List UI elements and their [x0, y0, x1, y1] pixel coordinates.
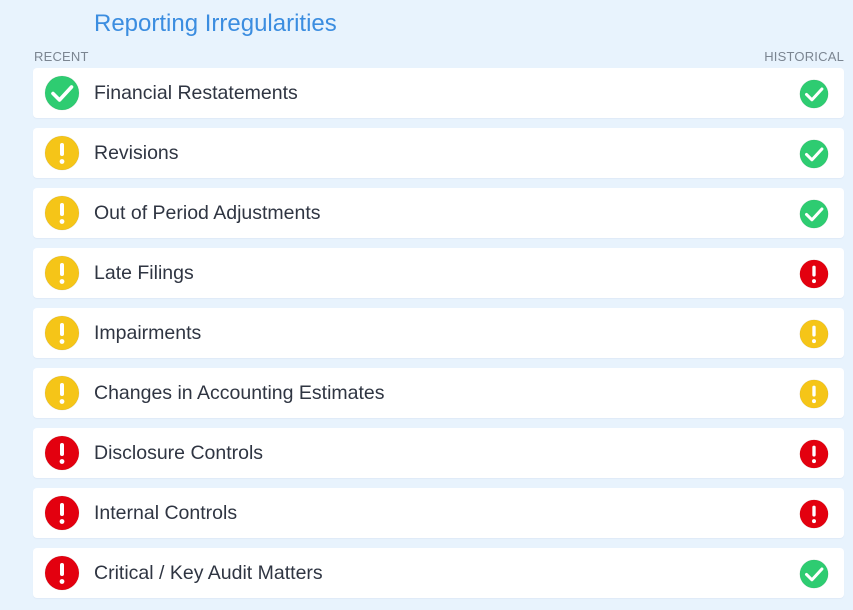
recent-column-label: RECENT: [34, 49, 89, 64]
irregularity-row-8: Internal Controls: [33, 488, 844, 538]
irregularity-row-2: Revisions: [33, 128, 844, 178]
historical-check-icon: [799, 559, 829, 589]
recent-exclamation-icon: [44, 555, 80, 591]
recent-exclamation-icon: [44, 375, 80, 411]
recent-exclamation-icon: [44, 255, 80, 291]
irregularity-row-3: Out of Period Adjustments: [33, 188, 844, 238]
irregularity-row-4: Late Filings: [33, 248, 844, 298]
irregularities-list: Financial Restatements Revisions Out of …: [33, 68, 844, 608]
historical-exclamation-icon: [799, 499, 829, 529]
irregularity-label: Critical / Key Audit Matters: [94, 562, 323, 584]
irregularity-label: Revisions: [94, 142, 179, 164]
irregularity-row-1: Financial Restatements: [33, 68, 844, 118]
historical-check-icon: [799, 199, 829, 229]
historical-check-icon: [799, 79, 829, 109]
recent-exclamation-icon: [44, 495, 80, 531]
page-title: Reporting Irregularities: [94, 10, 337, 37]
historical-exclamation-icon: [799, 439, 829, 469]
recent-exclamation-icon: [44, 135, 80, 171]
historical-exclamation-icon: [799, 319, 829, 349]
irregularity-label: Changes in Accounting Estimates: [94, 382, 385, 404]
recent-check-icon: [44, 75, 80, 111]
irregularity-row-9: Critical / Key Audit Matters: [33, 548, 844, 598]
irregularity-label: Late Filings: [94, 262, 194, 284]
irregularity-row-7: Disclosure Controls: [33, 428, 844, 478]
irregularity-row-5: Impairments: [33, 308, 844, 358]
historical-check-icon: [799, 139, 829, 169]
irregularity-label: Financial Restatements: [94, 82, 298, 104]
irregularity-label: Impairments: [94, 322, 202, 344]
recent-exclamation-icon: [44, 195, 80, 231]
irregularity-label: Internal Controls: [94, 502, 238, 524]
historical-exclamation-icon: [799, 379, 829, 409]
irregularity-row-6: Changes in Accounting Estimates: [33, 368, 844, 418]
historical-column-label: HISTORICAL: [764, 49, 844, 64]
recent-exclamation-icon: [44, 435, 80, 471]
irregularity-label: Disclosure Controls: [94, 442, 264, 464]
recent-exclamation-icon: [44, 315, 80, 351]
irregularity-label: Out of Period Adjustments: [94, 202, 321, 224]
historical-exclamation-icon: [799, 259, 829, 289]
